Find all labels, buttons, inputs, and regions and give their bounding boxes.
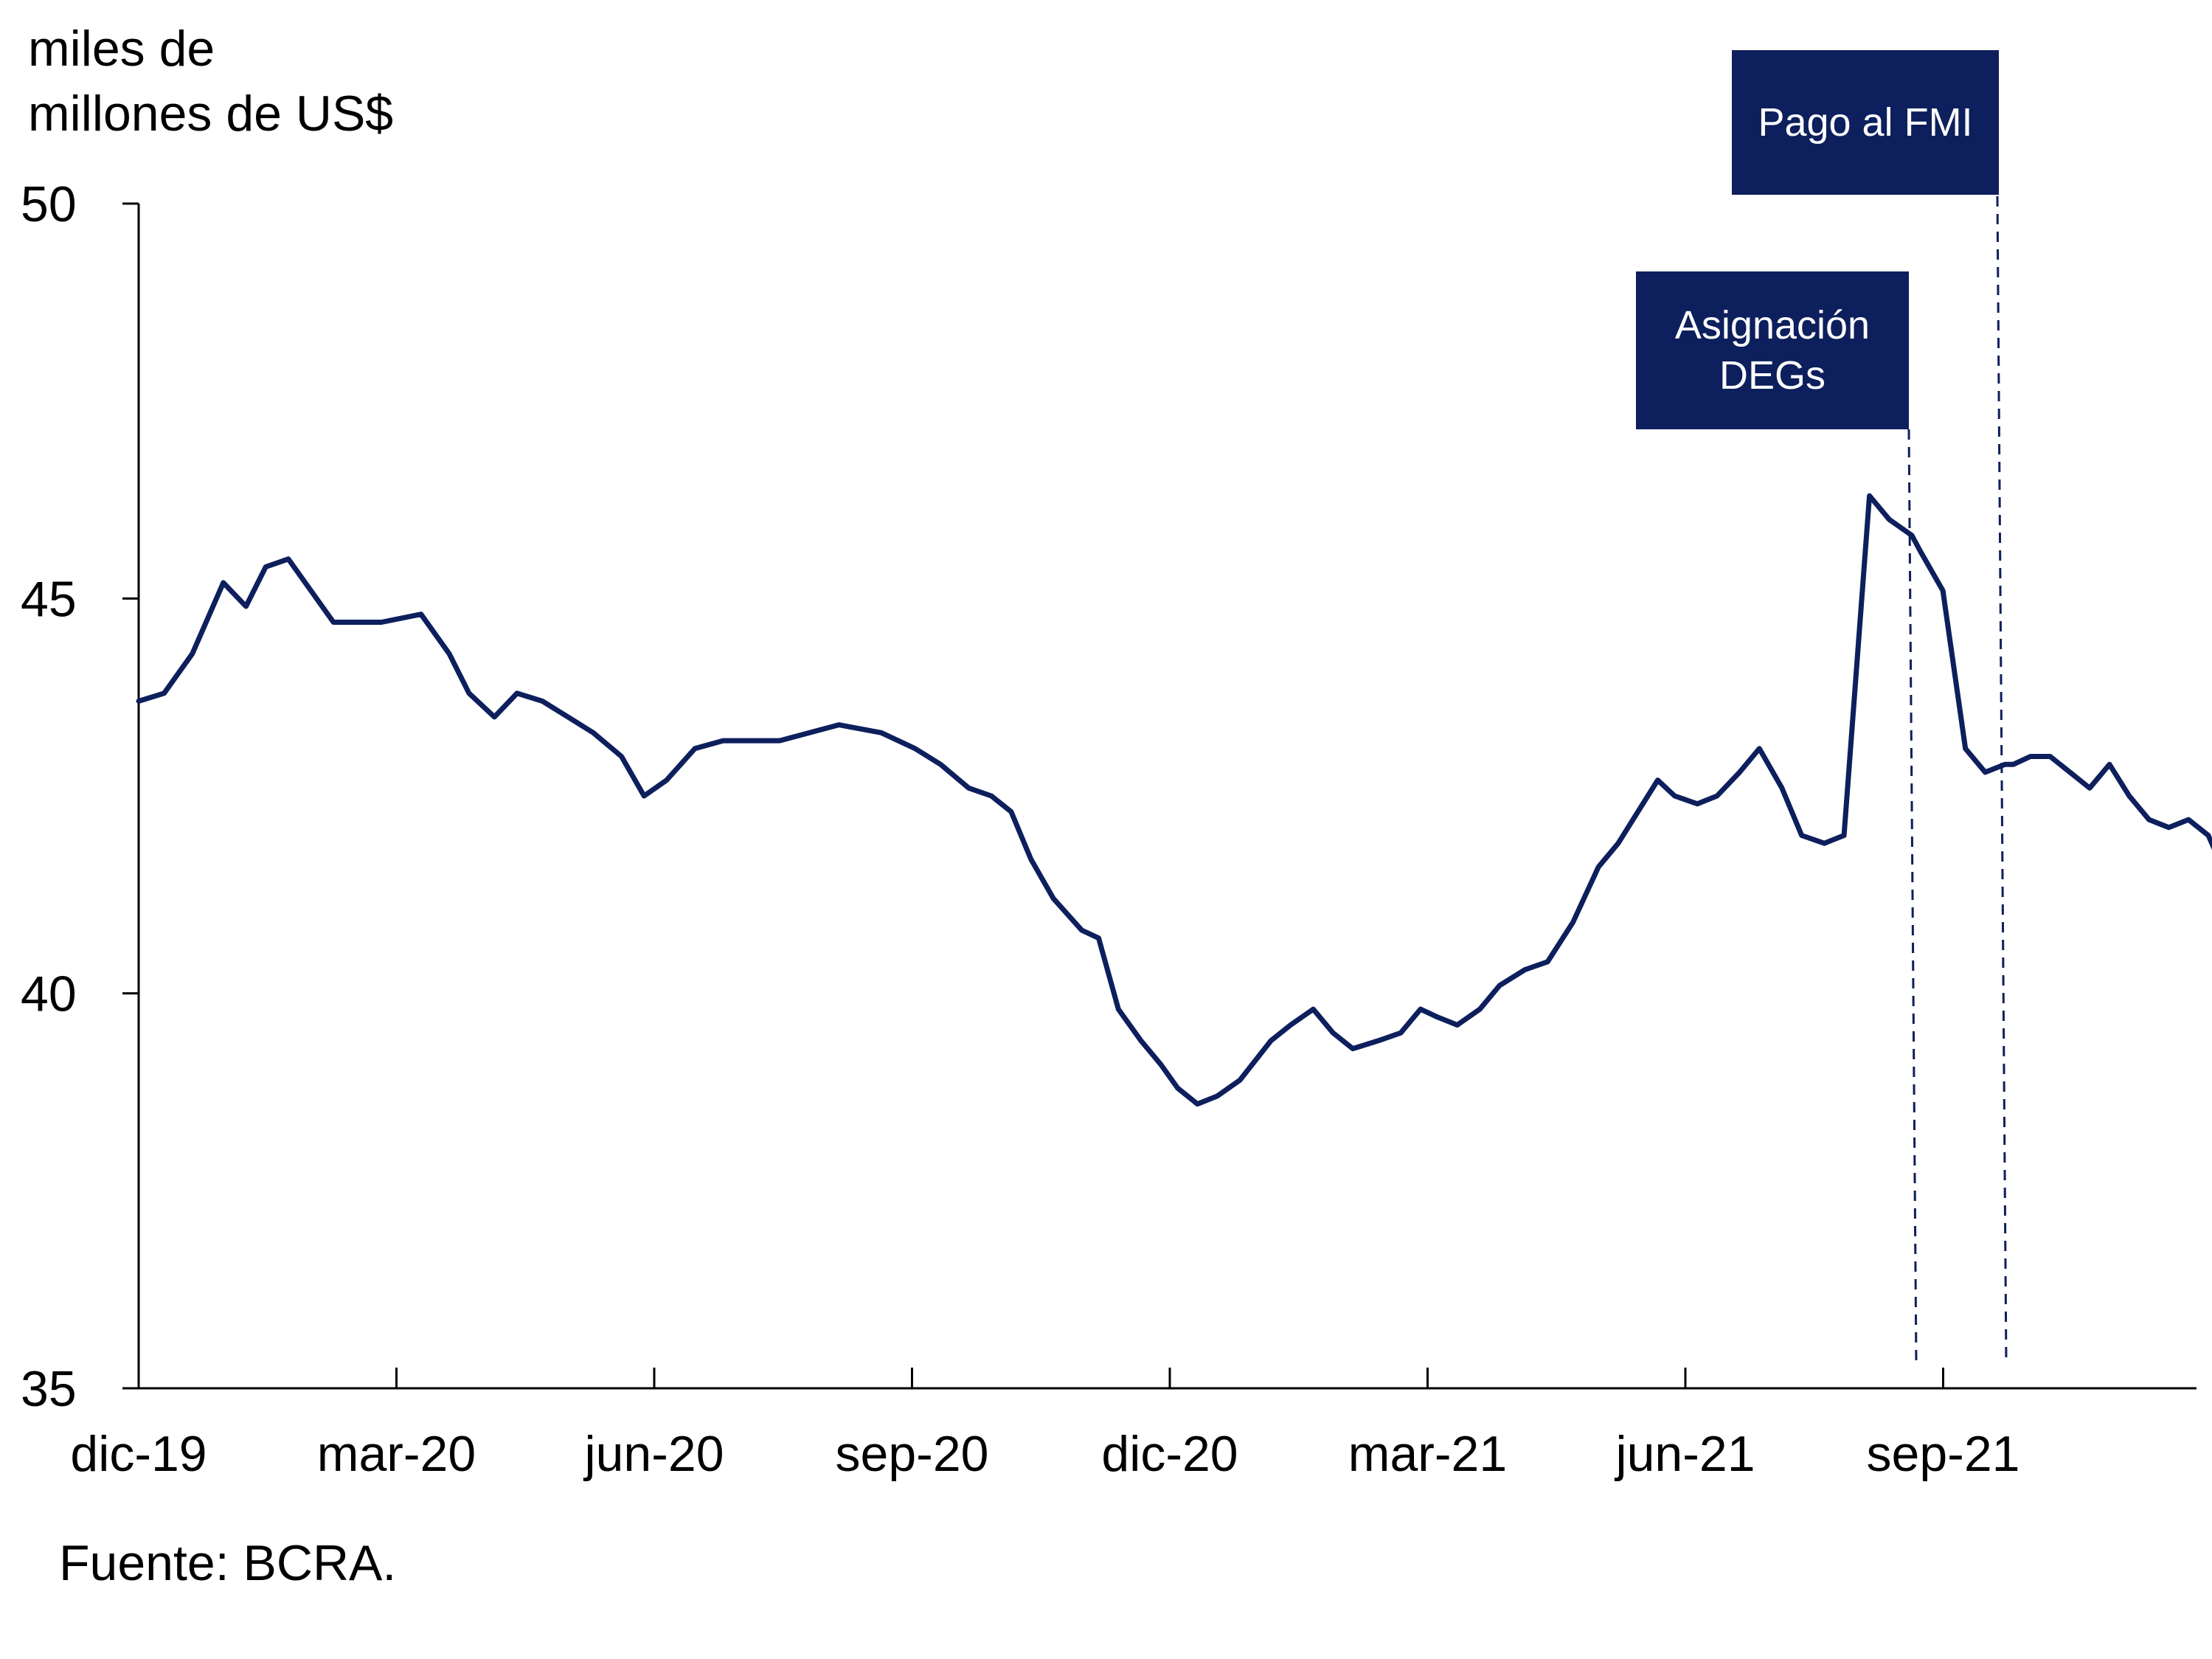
y-tick-label: 40 <box>21 966 77 1022</box>
x-tick-label: jun-20 <box>583 1426 724 1482</box>
x-tick-label: sep-20 <box>836 1426 989 1482</box>
x-tick-label: jun-21 <box>1614 1426 1755 1482</box>
x-tick-label: dic-19 <box>70 1426 207 1482</box>
y-tick-label: 35 <box>21 1361 77 1417</box>
x-tick-label: mar-20 <box>317 1426 476 1482</box>
x-tick-label: sep-21 <box>1867 1426 2020 1482</box>
annotation-imf-payment: Pago al FMI <box>1732 50 1999 195</box>
series-group <box>136 493 2212 1107</box>
annotation-deg-allocation: Asignación DEGs <box>1636 271 1909 429</box>
annotation-dashed-line <box>1907 429 1918 1364</box>
source-note: Fuente: BCRA. <box>59 1535 397 1591</box>
y-tick-label: 45 <box>21 571 77 627</box>
annotation-lines <box>1907 195 2008 1364</box>
axes: 50 45 40 35 dic-19 mar-20 jun-20 sep-20 dic-20 ma… <box>21 176 2197 1482</box>
x-tick-label: dic-20 <box>1101 1426 1238 1482</box>
y-axis-unit-label: miles de millones de US$ <box>28 21 394 142</box>
series-line <box>136 493 2212 1107</box>
x-tick-label: mar-21 <box>1348 1426 1507 1482</box>
annotation-dashed-line <box>1996 195 2008 1364</box>
y-tick-label: 50 <box>21 176 77 232</box>
